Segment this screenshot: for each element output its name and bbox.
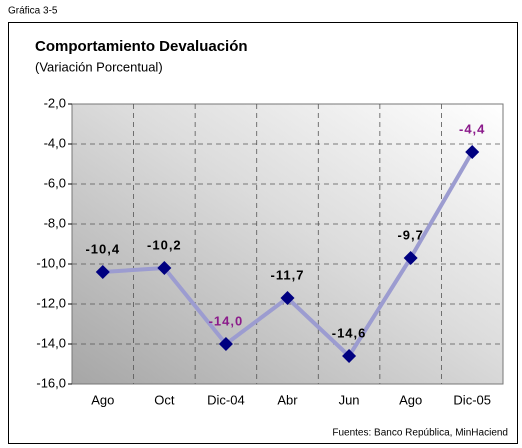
value-label: -10,2: [147, 237, 182, 252]
x-tick-label: Ago: [91, 392, 114, 407]
x-tick-label: Ago: [399, 392, 422, 407]
y-tick-label: -14,0: [36, 335, 66, 350]
marker: [342, 349, 357, 363]
x-tick-label: Abr: [277, 392, 298, 407]
x-tick-label: Oct: [154, 392, 175, 407]
chart-subtitle: (Variación Porcentual): [35, 59, 163, 74]
y-tick-label: -16,0: [36, 375, 66, 390]
y-tick-label: -4,0: [44, 135, 66, 150]
value-label: -14,6: [332, 325, 367, 340]
x-tick-label: Dic-04: [207, 392, 245, 407]
y-tick-label: -10,0: [36, 255, 66, 270]
marker: [218, 337, 233, 351]
y-tick-label: -2,0: [44, 95, 66, 110]
x-tick-label: Dic-05: [453, 392, 491, 407]
chart-title: Comportamiento Devaluación: [35, 38, 248, 55]
value-label: -9,7: [397, 227, 423, 242]
marker: [157, 261, 172, 275]
source-note: Fuentes: Banco República, MinHaciend: [332, 428, 508, 439]
value-label: -10,4: [85, 241, 120, 256]
marker: [95, 265, 110, 279]
marker: [280, 291, 295, 305]
figure-label: Gráfica 3-5: [8, 6, 58, 17]
x-tick-label: Jun: [339, 392, 360, 407]
value-label: -14,0: [209, 313, 244, 328]
plot-area: [71, 103, 504, 385]
marker: [465, 145, 480, 159]
y-tick-label: -12,0: [36, 295, 66, 310]
value-label: -4,4: [459, 121, 485, 136]
marker: [403, 251, 418, 265]
y-tick-label: -8,0: [44, 215, 66, 230]
y-tick-label: -6,0: [44, 175, 66, 190]
value-label: -11,7: [271, 267, 305, 282]
